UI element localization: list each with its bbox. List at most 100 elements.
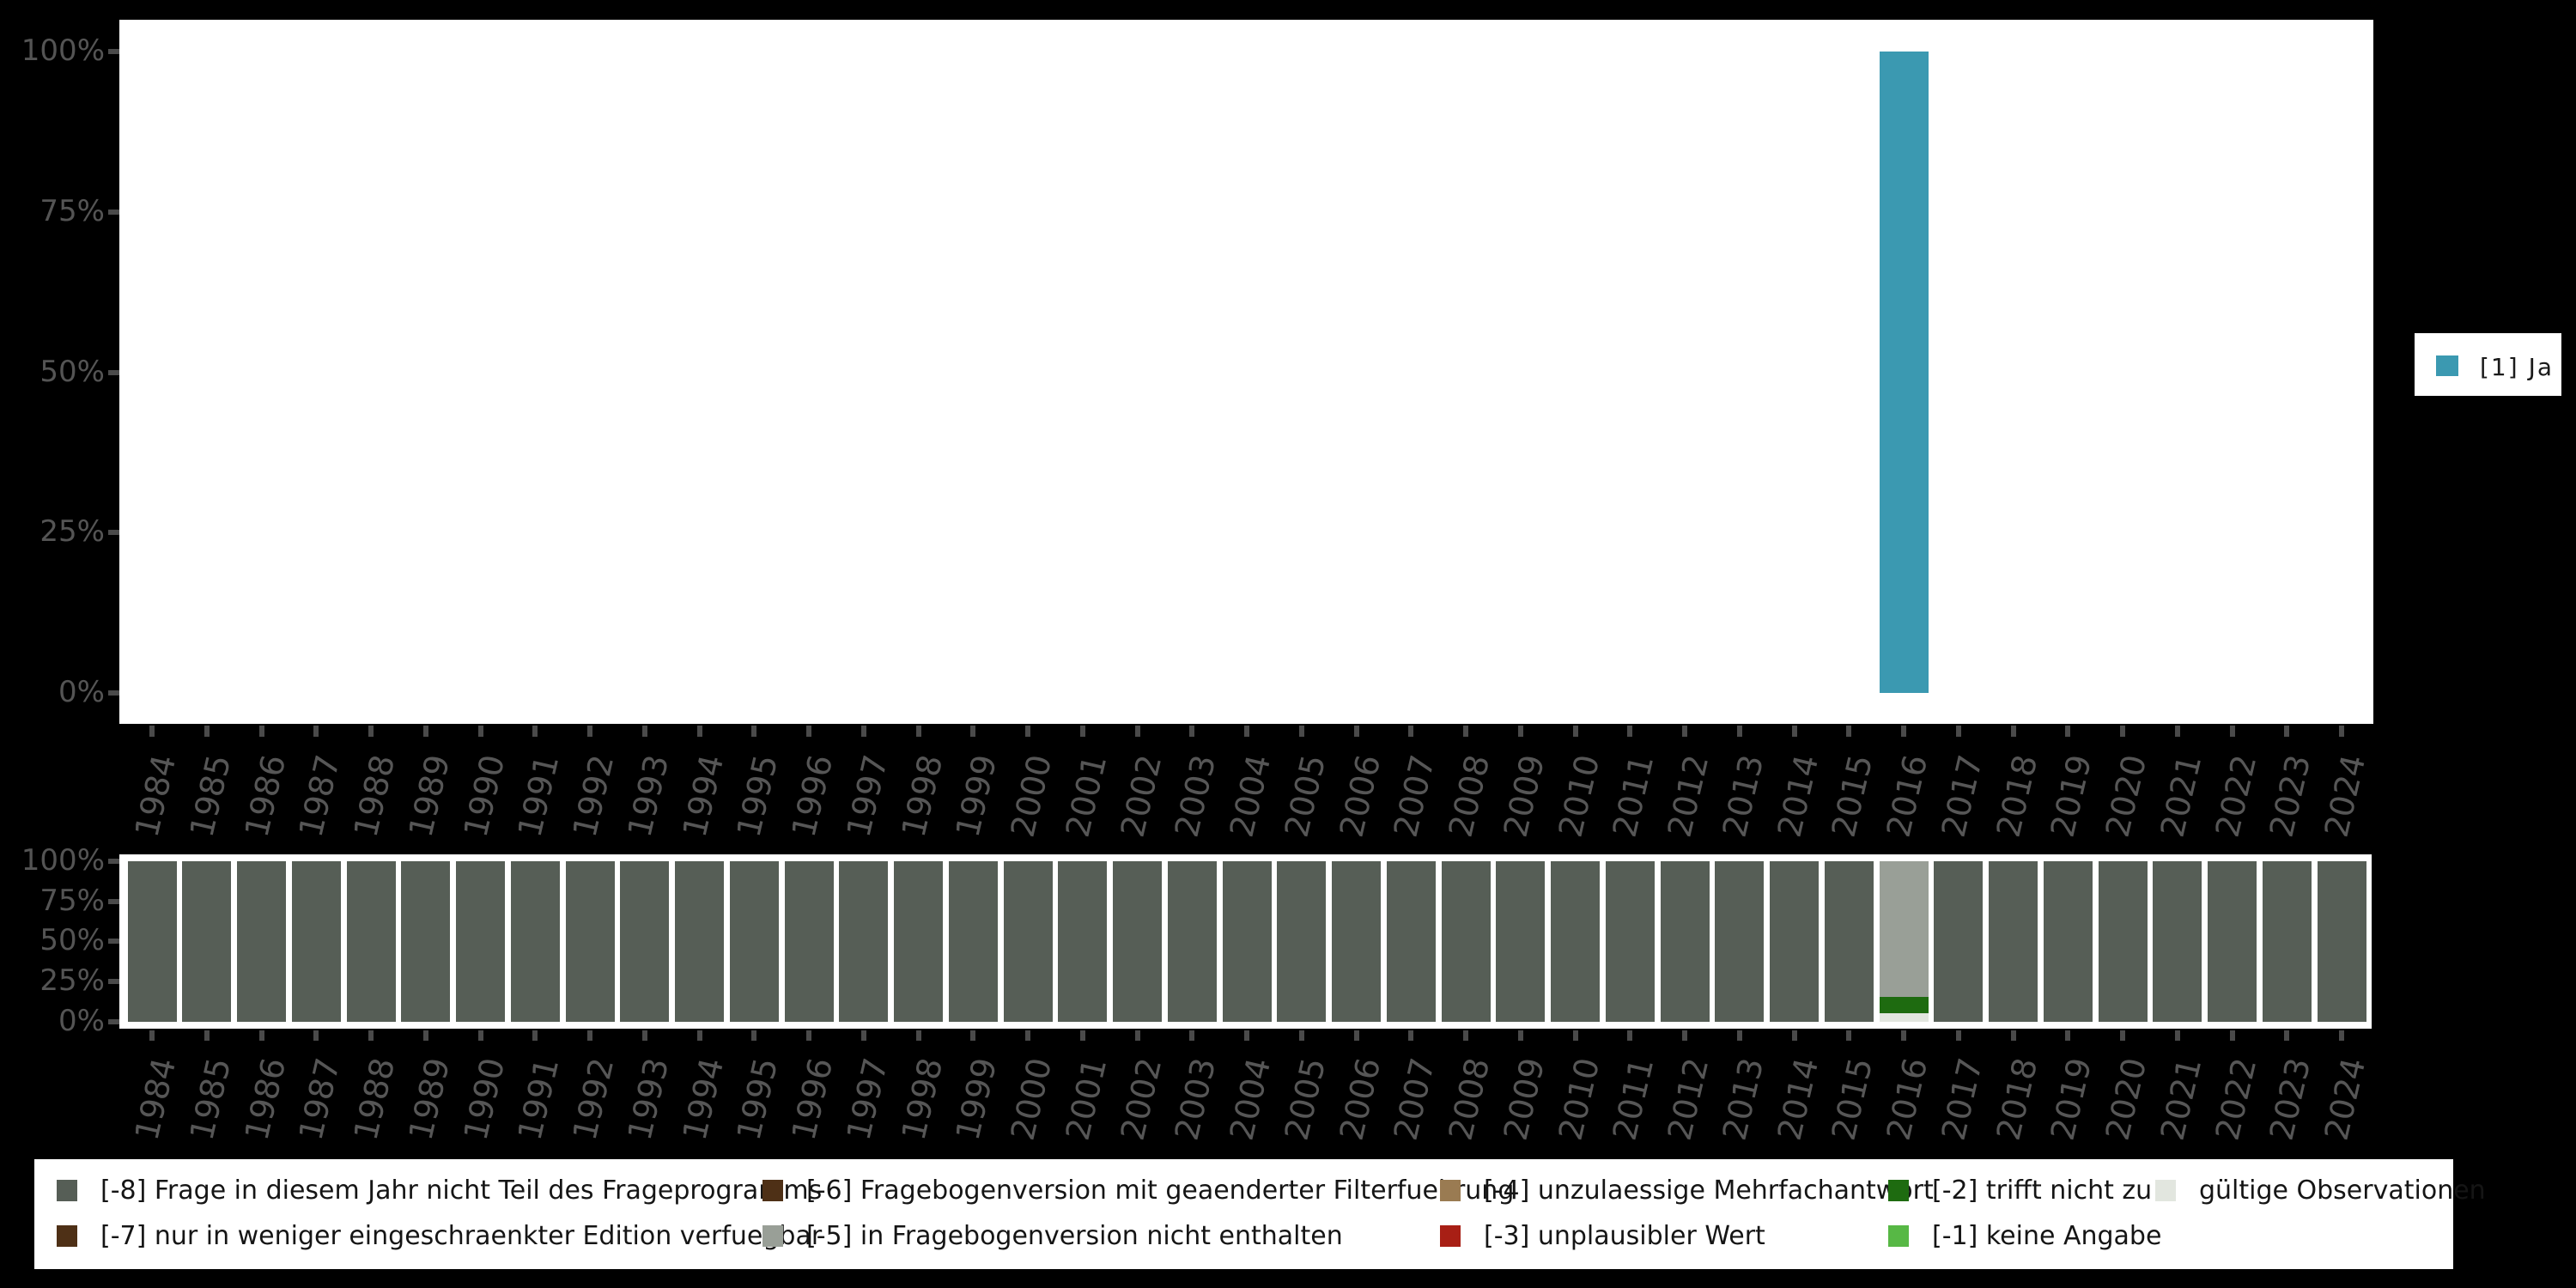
bottom-x-axis-year-label: 2001: [1058, 1054, 1115, 1145]
bottom-x-axis-year-label: 2016: [1879, 1054, 1935, 1145]
bottom-x-axis-year-label: 2010: [1551, 1054, 1607, 1145]
bottom-x-axis-year-label: 2012: [1660, 1054, 1716, 1145]
top-x-axis-year-label: 1996: [784, 750, 841, 841]
top-x-axis-year-label: 2001: [1058, 750, 1115, 841]
bottom-x-axis-year-label: 1984: [127, 1054, 184, 1145]
top-chart-panel: [119, 20, 2373, 724]
stack-1988-seg--8: [346, 861, 396, 1022]
top-x-axis-tick: [368, 726, 374, 737]
bottom-x-axis-year-label: 2014: [1770, 1054, 1826, 1145]
top-x-axis-tick: [1244, 726, 1249, 737]
top-x-axis-tick: [204, 726, 210, 737]
top-x-axis-year-label: 2020: [2098, 750, 2154, 841]
top-y-axis-label: 50%: [39, 355, 105, 389]
stack-1987-seg--8: [291, 861, 341, 1022]
stack-1996-seg--8: [784, 861, 834, 1022]
bottom-x-axis-tick: [1189, 1030, 1195, 1041]
top-x-axis-tick: [1517, 726, 1523, 737]
top-y-axis-label: 100%: [21, 33, 105, 68]
bottom-x-axis-year-label: 1985: [182, 1054, 239, 1145]
top-x-axis-year-label: 2008: [1441, 750, 1498, 841]
legend-swatch-valid: [2155, 1180, 2176, 1201]
bottom-x-axis-year-label: 1999: [948, 1054, 1005, 1145]
top-x-axis-year-label: 1987: [291, 750, 348, 841]
bottom-y-axis-tick: [108, 859, 119, 864]
legend-swatch--7: [57, 1225, 77, 1247]
bottom-x-axis-tick: [477, 1030, 483, 1041]
bottom-x-axis-tick: [1408, 1030, 1414, 1041]
stack-2023-seg--8: [2262, 861, 2312, 1022]
bottom-x-axis-year-label: 2007: [1386, 1054, 1443, 1145]
stack-2013-seg--8: [1715, 861, 1765, 1022]
bottom-y-axis-tick: [108, 939, 119, 944]
bottom-x-axis-year-label: 2005: [1277, 1054, 1334, 1145]
bottom-x-axis-year-label: 1994: [675, 1054, 731, 1145]
top-x-axis-tick: [1353, 726, 1359, 737]
stack-2016-seg-valid: [1879, 1013, 1929, 1022]
stack-1997-seg--8: [839, 861, 889, 1022]
bottom-x-axis-year-label: 1987: [291, 1054, 348, 1145]
bottom-x-axis-tick: [2339, 1030, 2344, 1041]
bottom-y-axis-tick: [108, 899, 119, 904]
stack-1992-seg--8: [565, 861, 615, 1022]
bottom-x-axis-tick: [970, 1030, 976, 1041]
top-x-axis-year-label: 2002: [1113, 750, 1169, 841]
bottom-x-axis-tick: [149, 1030, 155, 1041]
top-x-axis-year-label: 1985: [182, 750, 239, 841]
stack-2001-seg--8: [1058, 861, 1108, 1022]
stack-2016-seg--5: [1879, 861, 1929, 997]
bottom-x-axis-year-label: 2018: [1989, 1054, 2044, 1145]
bottom-y-axis-tick: [108, 979, 119, 984]
bottom-x-axis-tick: [641, 1030, 647, 1041]
bottom-x-axis-year-label: 1993: [620, 1054, 677, 1145]
top-x-axis-year-label: 2000: [1003, 750, 1060, 841]
top-x-axis-year-label: 2024: [2317, 750, 2373, 841]
bottom-x-axis-tick: [915, 1030, 921, 1041]
top-x-axis-tick: [1079, 726, 1085, 737]
bottom-x-axis-year-label: 2015: [1824, 1054, 1880, 1145]
bottom-x-axis-year-label: 2000: [1003, 1054, 1060, 1145]
top-x-axis-year-label: 2003: [1167, 750, 1224, 841]
bottom-y-axis-label: 100%: [21, 843, 105, 878]
top-x-axis-tick: [970, 726, 976, 737]
stack-2002-seg--8: [1113, 861, 1162, 1022]
top-y-axis-tick: [108, 370, 119, 375]
stack-2003-seg--8: [1167, 861, 1217, 1022]
bottom-x-axis-tick: [1025, 1030, 1030, 1041]
bottom-x-axis-year-label: 2011: [1605, 1054, 1662, 1145]
missing-codes-legend: [-8] Frage in diesem Jahr nicht Teil des…: [34, 1159, 2486, 1269]
stack-2009-seg--8: [1496, 861, 1546, 1022]
top-x-axis-tick: [915, 726, 921, 737]
top-x-axis-tick: [1627, 726, 1633, 737]
top-x-axis-tick: [2174, 726, 2180, 737]
bottom-x-axis-tick: [751, 1030, 757, 1041]
bottom-x-axis-year-label: 2003: [1167, 1054, 1224, 1145]
stack-2006-seg--8: [1332, 861, 1381, 1022]
legend-swatch--1: [1888, 1225, 1909, 1247]
top-x-axis-year-label: 1989: [401, 750, 458, 841]
top-x-axis-tick: [477, 726, 483, 737]
stack-2019-seg--8: [2043, 861, 2093, 1022]
bottom-x-axis-tick: [204, 1030, 210, 1041]
top-x-axis-tick: [1682, 726, 1687, 737]
top-x-axis-tick: [1846, 726, 1852, 737]
top-x-axis-year-label: 1984: [127, 750, 184, 841]
top-x-axis-tick: [1955, 726, 1961, 737]
bottom-x-axis-tick: [2010, 1030, 2016, 1041]
bottom-x-axis-tick: [1244, 1030, 1249, 1041]
bottom-x-axis-tick: [2284, 1030, 2290, 1041]
top-x-axis-tick: [258, 726, 264, 737]
top-x-axis-tick: [587, 726, 592, 737]
bottom-x-axis-year-label: 1988: [346, 1054, 403, 1145]
stack-2000-seg--8: [1003, 861, 1053, 1022]
top-x-axis-year-label: 2016: [1879, 750, 1935, 841]
legend-label--5: [-5] in Fragebogenversion nicht enthalte…: [806, 1221, 1343, 1251]
top-x-axis-year-label: 2005: [1277, 750, 1334, 841]
stack-1993-seg--8: [620, 861, 670, 1022]
top-x-axis-year-label: 2010: [1551, 750, 1607, 841]
top-x-axis-tick: [2065, 726, 2071, 737]
top-x-axis-year-label: 2021: [2153, 750, 2209, 841]
bottom-x-axis-year-label: 2008: [1441, 1054, 1498, 1145]
top-y-axis-tick: [108, 530, 119, 535]
stack-1985-seg--8: [182, 861, 232, 1022]
